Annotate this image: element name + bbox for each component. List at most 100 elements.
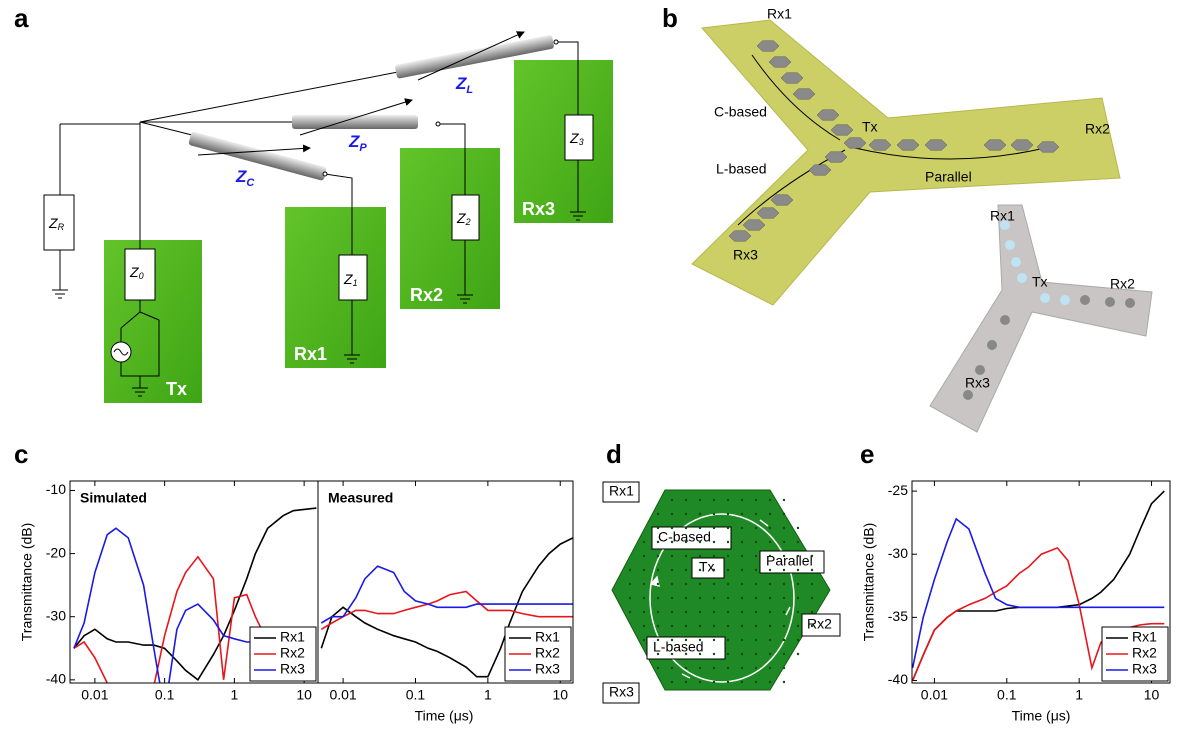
via: [656, 568, 660, 572]
via: [740, 540, 744, 544]
via: [782, 624, 786, 628]
via: [628, 610, 632, 614]
cell: [843, 137, 867, 149]
path-label: Parallel: [766, 553, 813, 569]
cell: [816, 109, 840, 121]
via: [670, 624, 674, 628]
via: [726, 582, 730, 586]
via: [670, 638, 674, 642]
x-tick-label: 1: [1075, 687, 1083, 703]
port-label: Rx3: [733, 247, 758, 263]
circle-path: [649, 513, 795, 683]
via: [796, 624, 800, 628]
via: [726, 638, 730, 642]
wire: [139, 71, 399, 312]
via: [656, 652, 660, 656]
via: [768, 582, 772, 586]
via: [782, 568, 786, 572]
via: [726, 498, 730, 502]
cell: [728, 230, 752, 242]
legend-label: Rx2: [280, 645, 305, 661]
series-line: [320, 565, 573, 624]
x-tick-label: 1: [484, 687, 492, 703]
x-tick-label: 0.1: [406, 687, 426, 703]
via: [754, 498, 758, 502]
x-tick-label: 1: [230, 687, 238, 703]
via: [684, 652, 688, 656]
block-label: Rx1: [294, 344, 327, 364]
via: [726, 666, 730, 670]
cell: [830, 124, 854, 136]
label-box: [801, 613, 841, 637]
cell: [1010, 139, 1034, 151]
legend-label: Rx2: [535, 645, 560, 661]
via: [726, 652, 730, 656]
x-axis-label: Time (μs): [1012, 708, 1071, 724]
via: [754, 666, 758, 670]
block-label: Tx: [166, 379, 187, 399]
via: [712, 554, 716, 558]
via: [754, 582, 758, 586]
subscript: 0: [139, 271, 144, 281]
via: [768, 568, 772, 572]
cylinder: [292, 115, 418, 129]
cell: [792, 88, 816, 100]
via: [670, 610, 674, 614]
via: [712, 568, 716, 572]
y-tick-label: -35: [888, 608, 908, 624]
via: [740, 652, 744, 656]
via: [670, 554, 674, 558]
via: [782, 596, 786, 600]
impedance-label: Z3: [569, 130, 584, 148]
via: [754, 638, 758, 642]
via: [684, 582, 688, 586]
path-label: Parallel: [925, 169, 972, 185]
y-tick-label: -40: [46, 671, 66, 687]
via: [656, 596, 660, 600]
photo-cell: [975, 365, 985, 375]
via: [670, 652, 674, 656]
panel-label: a: [14, 3, 29, 33]
x-axis-label: Time (μs): [415, 708, 474, 724]
via: [768, 680, 772, 684]
via: [712, 596, 716, 600]
cell: [824, 151, 848, 163]
arrow: [197, 144, 311, 156]
via: [628, 596, 632, 600]
path-label: C-based: [714, 104, 767, 120]
via: [712, 680, 716, 684]
legend-label: Rx1: [535, 629, 560, 645]
via: [796, 526, 800, 530]
via: [642, 624, 646, 628]
cell: [756, 40, 780, 52]
rx1-block: [285, 207, 386, 368]
line-c: [188, 131, 327, 181]
panel-label: c: [14, 439, 28, 469]
via: [642, 610, 646, 614]
via: [656, 624, 660, 628]
subscript: R: [58, 222, 65, 232]
y-tick-label: -30: [888, 545, 908, 561]
impedance: [338, 254, 368, 301]
via: [698, 498, 702, 502]
via: [670, 666, 674, 670]
impedance: [451, 194, 480, 241]
via: [642, 638, 646, 642]
via: [726, 512, 730, 516]
via: [712, 652, 716, 656]
via: [628, 582, 632, 586]
via: [754, 680, 758, 684]
via: [740, 680, 744, 684]
via: [782, 638, 786, 642]
via: [712, 610, 716, 614]
photo-board: [929, 204, 1153, 433]
via: [698, 610, 702, 614]
y-axis-label: Transmittance (dB): [19, 523, 35, 642]
via: [670, 596, 674, 600]
via: [810, 610, 814, 614]
photo-cell: [1080, 295, 1090, 305]
via: [712, 512, 716, 516]
via: [712, 540, 716, 544]
x-tick-label: 0.01: [921, 687, 948, 703]
series-line: [320, 537, 573, 678]
